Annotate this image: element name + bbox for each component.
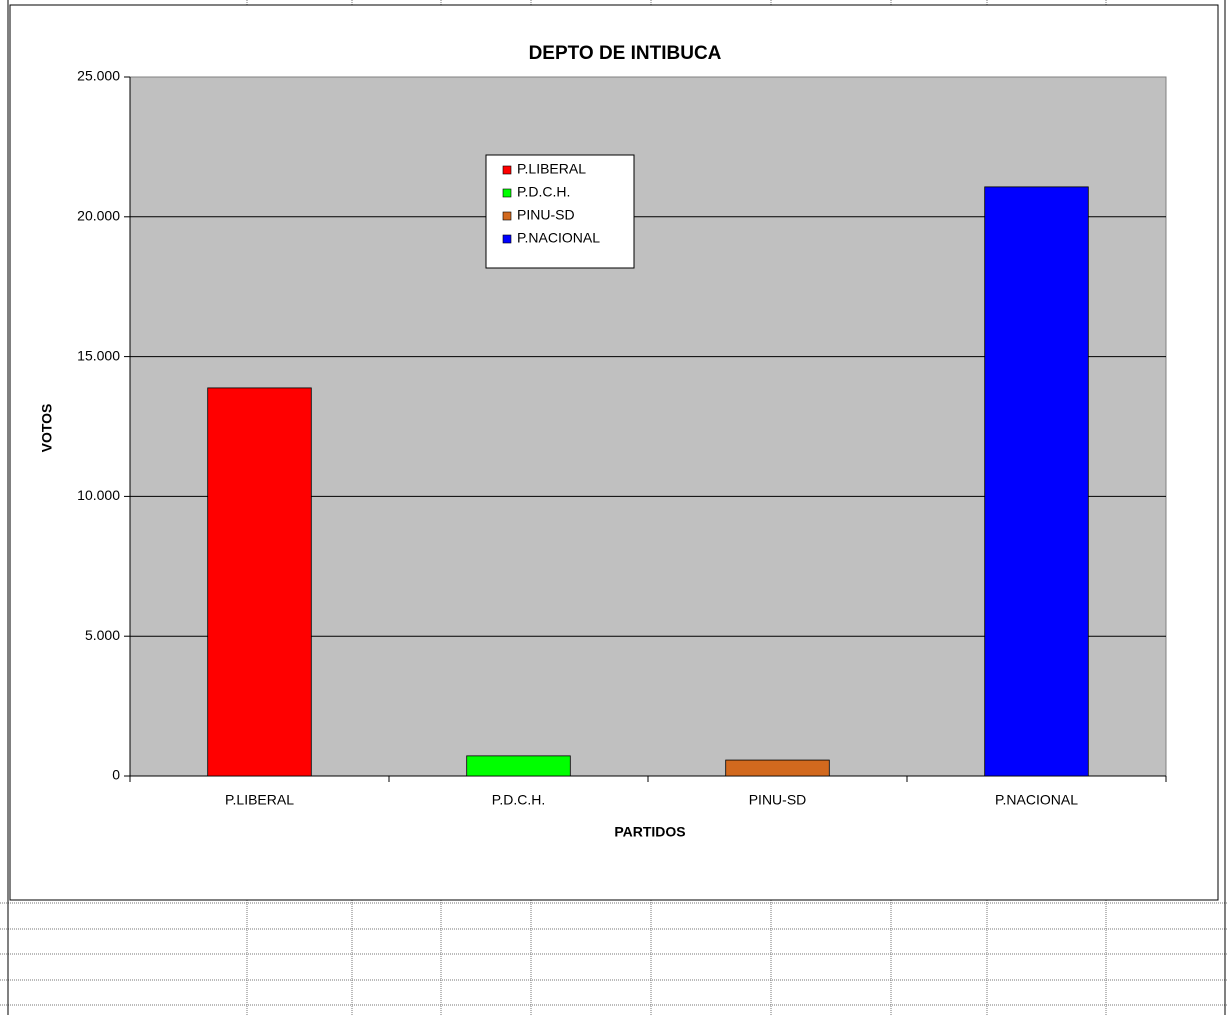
- x-tick-label: P.LIBERAL: [225, 792, 294, 808]
- y-tick-label: 20.000: [77, 208, 120, 224]
- legend-swatch: [502, 188, 512, 198]
- legend-swatch: [502, 234, 512, 244]
- legend-label: P.NACIONAL: [517, 230, 600, 246]
- y-tick-label: 10.000: [77, 487, 120, 503]
- legend-swatch: [502, 165, 512, 175]
- legend: P.LIBERAL P.D.C.H. PINU-SD P.NACIONAL: [485, 154, 635, 269]
- bar: [984, 186, 1089, 777]
- x-tick-label: P.D.C.H.: [492, 792, 545, 808]
- x-tick-label: PINU-SD: [749, 792, 807, 808]
- legend-label: P.LIBERAL: [517, 161, 586, 177]
- x-axis-label: PARTIDOS: [614, 824, 685, 840]
- y-tick-label: 0: [112, 767, 120, 783]
- chart-title: DEPTO DE INTIBUCA: [529, 43, 722, 64]
- y-tick-label: 5.000: [85, 627, 120, 643]
- legend-box: [485, 154, 635, 269]
- legend-label: P.D.C.H.: [517, 184, 570, 200]
- legend-swatch: [502, 211, 512, 221]
- x-tick-label: P.NACIONAL: [995, 792, 1078, 808]
- y-tick-label: 15.000: [77, 347, 120, 363]
- bar: [725, 759, 830, 777]
- y-tick-label: 25.000: [77, 68, 120, 84]
- bar: [466, 755, 571, 777]
- y-axis-label: VOTOS: [39, 404, 55, 453]
- legend-label: PINU-SD: [517, 207, 575, 223]
- bar: [207, 387, 312, 777]
